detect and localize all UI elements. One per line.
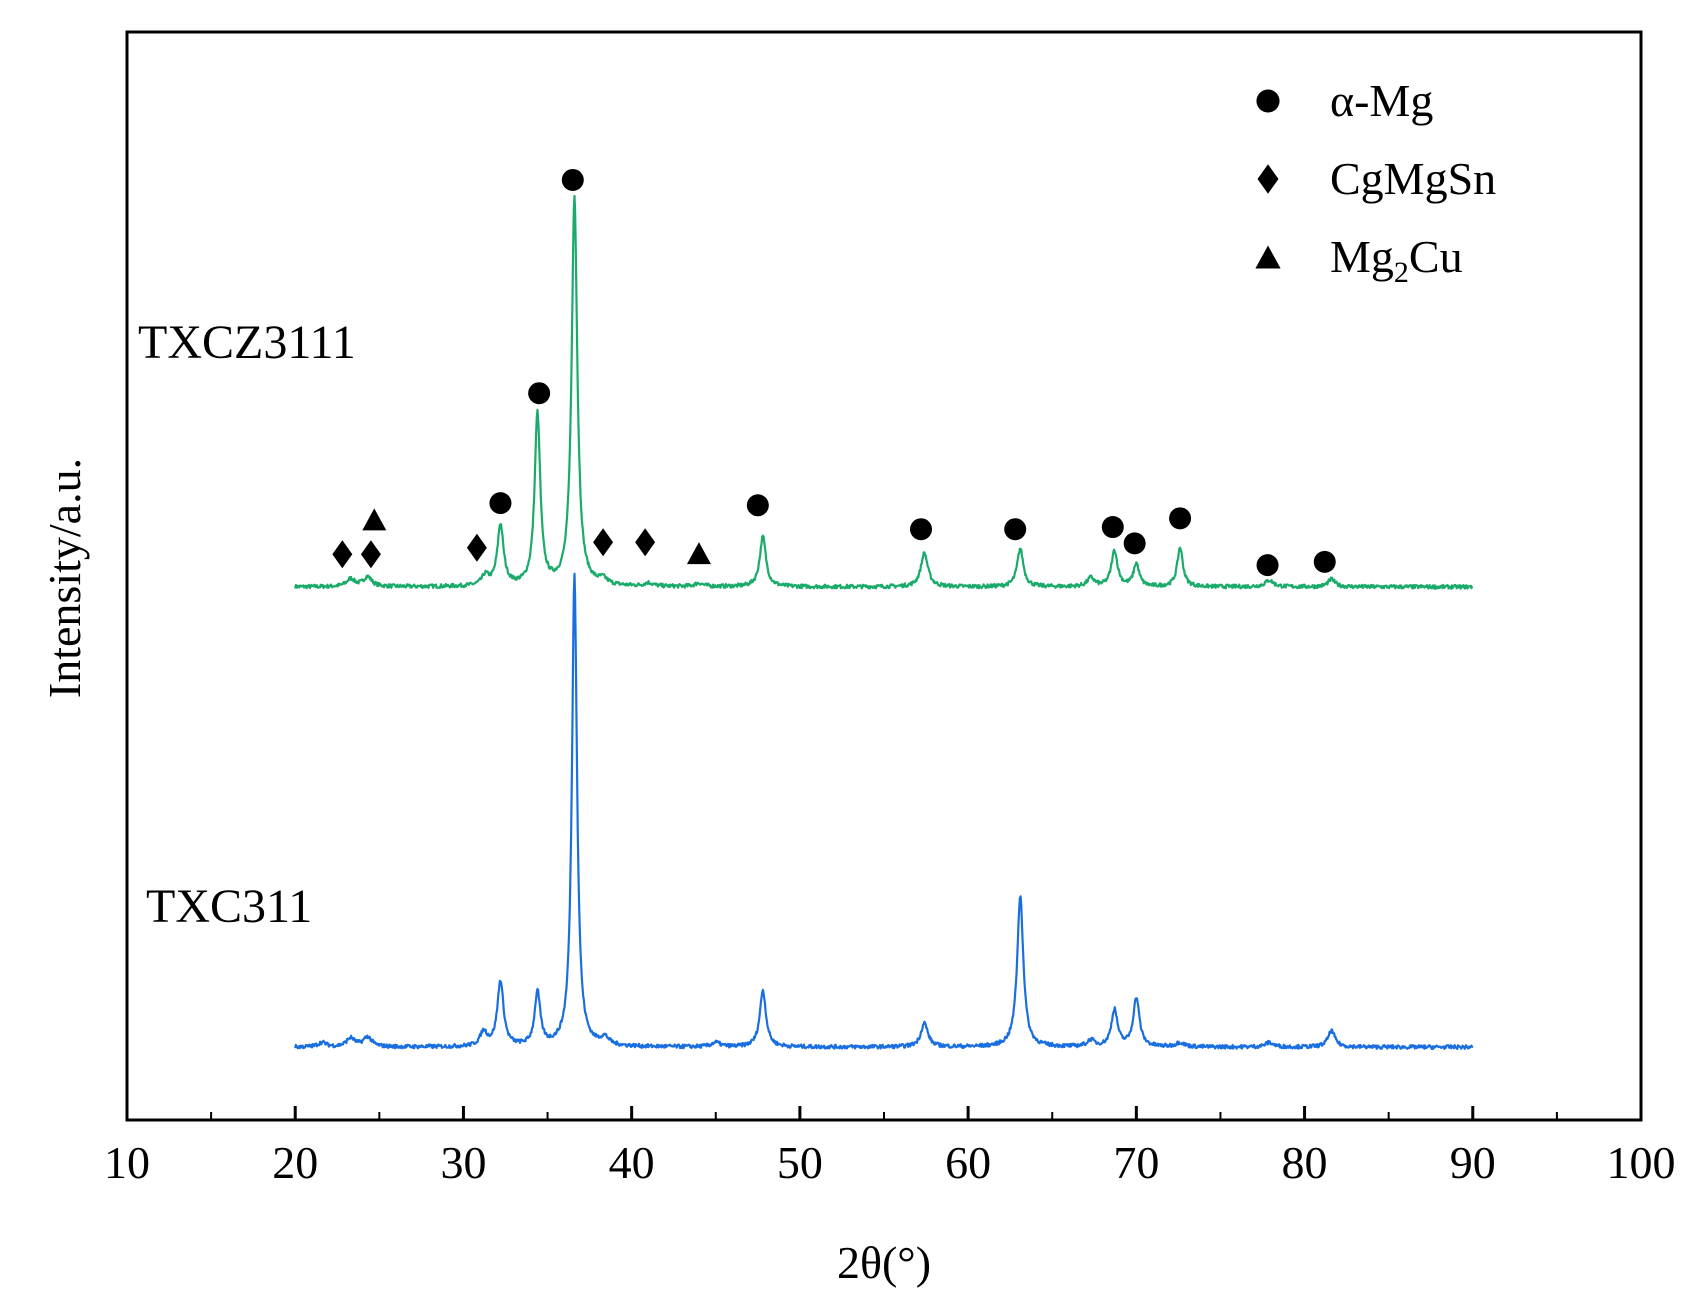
x-axis-tick-labels: 10 20 30 40 50 60 70 80 90 100: [104, 1137, 1676, 1188]
phase-markers: [332, 168, 1336, 577]
circle-marker: [1123, 532, 1146, 555]
series-label-txcz3111: TXCZ3111: [138, 316, 356, 369]
legend-label-alpha-mg: α-Mg: [1330, 75, 1433, 126]
legend-label-mg2cu-sub: 2: [1394, 256, 1409, 289]
legend-triangle-icon: [1255, 245, 1281, 269]
x-tick-label: 30: [440, 1137, 486, 1188]
diamond-marker: [466, 533, 487, 562]
series-label-txc311: TXC311: [146, 880, 312, 933]
x-axis-title: 2θ(°): [837, 1237, 931, 1288]
circle-marker: [489, 492, 512, 515]
x-tick-label: 90: [1450, 1137, 1496, 1188]
x-tick-label: 80: [1282, 1137, 1328, 1188]
circle-marker: [528, 382, 551, 405]
circle-marker: [1313, 550, 1336, 573]
circle-marker: [1169, 507, 1192, 530]
legend-label-cgmgsn: CgMgSn: [1330, 153, 1496, 204]
diamond-marker: [360, 540, 381, 569]
series-line-txcz3111: [294, 194, 1474, 590]
legend-markers: [1255, 89, 1281, 269]
x-tick-label: 70: [1113, 1137, 1159, 1188]
x-tick-label: 10: [104, 1137, 150, 1188]
legend-diamond-icon: [1257, 164, 1279, 194]
circle-marker: [746, 494, 769, 517]
legend-circle-icon: [1256, 89, 1280, 113]
x-tick-label: 20: [272, 1137, 318, 1188]
legend: α-Mg CgMgSn Mg2Cu: [1255, 75, 1496, 289]
circle-marker: [1004, 518, 1027, 541]
triangle-marker: [686, 542, 711, 565]
x-tick-label: 60: [945, 1137, 991, 1188]
x-axis-ticks: [125, 1106, 1643, 1120]
legend-label-mg2cu-main: Mg: [1330, 231, 1394, 282]
circle-marker: [561, 168, 584, 191]
diamond-marker: [593, 528, 614, 557]
x-tick-label: 100: [1607, 1137, 1676, 1188]
series-layer: [294, 194, 1474, 1051]
x-tick-label: 50: [777, 1137, 823, 1188]
circle-marker: [1256, 554, 1279, 577]
circle-marker: [910, 518, 933, 541]
diamond-marker: [635, 528, 656, 557]
circle-marker: [1101, 516, 1124, 539]
triangle-marker: [362, 508, 387, 531]
y-axis-title: Intensity/a.u.: [39, 458, 90, 698]
series-line-txc311: [294, 572, 1474, 1051]
legend-label-mg2cu: Mg2Cu: [1330, 231, 1463, 289]
x-tick-label: 40: [609, 1137, 655, 1188]
diamond-marker: [332, 540, 353, 569]
legend-label-mg2cu-tail: Cu: [1409, 231, 1463, 282]
